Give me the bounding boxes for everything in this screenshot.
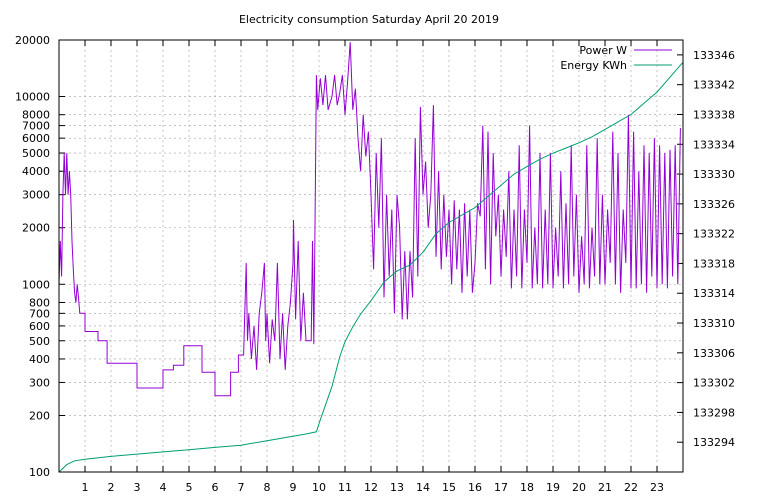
series-line-power-w <box>58 42 681 397</box>
x-tick-label: 5 <box>186 481 193 494</box>
x-tick-label: 8 <box>264 481 271 494</box>
x-tick-label: 11 <box>338 481 352 494</box>
y-left-tick-label: 8000 <box>22 109 50 122</box>
x-tick-label: 13 <box>390 481 404 494</box>
y-right-tick-label: 133294 <box>693 436 735 449</box>
x-tick-label: 20 <box>572 481 586 494</box>
y-right-tick-label: 133326 <box>693 198 735 211</box>
y-left-tick-label: 100 <box>29 466 50 479</box>
legend: Power W Energy KWh <box>560 44 672 72</box>
x-axis: 1 2 3 4 5 6 7 8 9 10 11 12 13 14 15 16 17 18 19 20 21 22 23 <box>82 40 664 494</box>
y-right-tick-label: 133314 <box>693 287 735 300</box>
y-left-tick-label: 20000 <box>15 34 50 47</box>
grid-lines <box>59 40 683 472</box>
y-left-tick-label: 4000 <box>22 165 50 178</box>
y-left-tick-label: 10000 <box>15 91 50 104</box>
x-tick-label: 23 <box>650 481 664 494</box>
x-tick-label: 19 <box>546 481 560 494</box>
y-right-tick-label: 133310 <box>693 317 735 330</box>
y-right-tick-label: 133306 <box>693 347 735 360</box>
y-left-tick-label: 700 <box>29 307 50 320</box>
legend-label: Energy KWh <box>560 59 627 72</box>
y-left-tick-label: 600 <box>29 320 50 333</box>
x-tick-label: 9 <box>290 481 297 494</box>
y-right-tick-label: 133342 <box>693 79 735 92</box>
x-tick-label: 3 <box>134 481 141 494</box>
y-right-tick-label: 133302 <box>693 377 735 390</box>
y-left-tick-label: 5000 <box>22 147 50 160</box>
x-tick-label: 18 <box>520 481 534 494</box>
x-tick-label: 22 <box>624 481 638 494</box>
y-axis-right: 133294 133298 133302 133306 133310 133314 1333… <box>677 49 735 449</box>
series-group <box>58 42 684 473</box>
y-right-tick-label: 133322 <box>693 228 735 241</box>
x-tick-label: 16 <box>468 481 482 494</box>
legend-label: Power W <box>579 44 627 57</box>
x-tick-label: 6 <box>212 481 219 494</box>
y-left-tick-label: 1000 <box>22 278 50 291</box>
x-tick-label: 1 <box>82 481 89 494</box>
chart-title: Electricity consumption Saturday April 2… <box>239 13 499 26</box>
y-left-tick-label: 6000 <box>22 132 50 145</box>
y-right-tick-label: 133298 <box>693 406 735 419</box>
x-tick-label: 21 <box>598 481 612 494</box>
y-left-tick-label: 200 <box>29 409 50 422</box>
y-right-tick-label: 133338 <box>693 108 735 121</box>
x-tick-label: 14 <box>416 481 430 494</box>
y-left-tick-label: 300 <box>29 376 50 389</box>
y-left-tick-label: 3000 <box>22 189 50 202</box>
x-tick-label: 2 <box>108 481 115 494</box>
x-tick-label: 7 <box>238 481 245 494</box>
y-right-tick-label: 133334 <box>693 138 735 151</box>
y-left-tick-label: 2000 <box>22 222 50 235</box>
y-right-tick-label: 133330 <box>693 168 735 181</box>
x-tick-label: 4 <box>160 481 167 494</box>
series-line-energy-kwh <box>58 61 684 473</box>
x-tick-label: 15 <box>442 481 456 494</box>
y-right-tick-label: 133318 <box>693 257 735 270</box>
y-left-tick-label: 7000 <box>22 120 50 133</box>
y-left-tick-label: 800 <box>29 296 50 309</box>
y-left-tick-label: 400 <box>29 353 50 366</box>
y-right-tick-label: 133346 <box>693 49 735 62</box>
y-left-tick-label: 500 <box>29 335 50 348</box>
x-tick-label: 17 <box>494 481 508 494</box>
plot-frame <box>58 39 684 473</box>
x-tick-label: 10 <box>312 481 326 494</box>
x-tick-label: 12 <box>364 481 378 494</box>
